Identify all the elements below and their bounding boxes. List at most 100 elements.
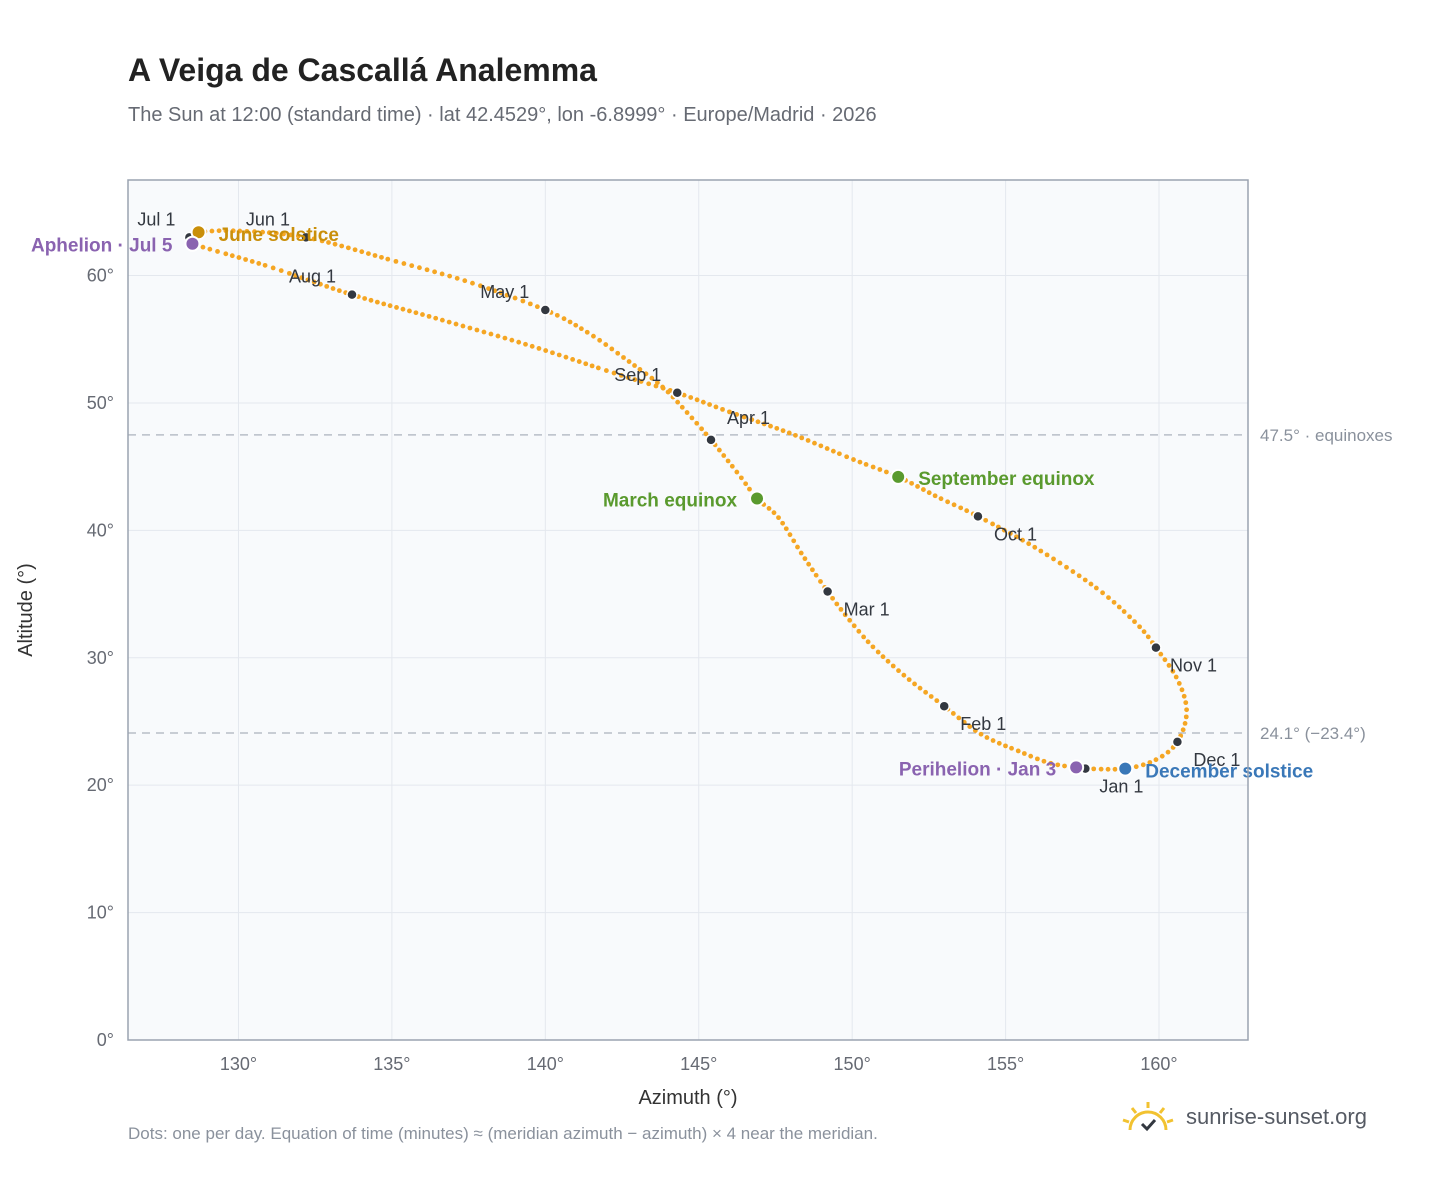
month-marker	[346, 288, 358, 301]
day-dot	[951, 502, 957, 508]
month-label: Nov 1	[1170, 656, 1217, 676]
day-dot	[223, 251, 229, 257]
day-dot	[990, 738, 996, 743]
day-dot	[725, 458, 731, 464]
day-dot	[983, 517, 989, 523]
day-dot	[529, 343, 535, 349]
day-dot	[836, 451, 842, 457]
month-marker	[972, 510, 984, 523]
day-dot	[207, 246, 213, 252]
day-dot	[324, 283, 330, 289]
solstice_december-label: December solstice	[1145, 762, 1313, 783]
solstice_june-label: June solstice	[219, 225, 339, 246]
day-dot	[244, 228, 250, 234]
day-dot	[567, 319, 573, 325]
day-dot	[932, 493, 938, 499]
day-dot	[646, 381, 652, 387]
plot-background	[128, 180, 1248, 1040]
day-dot	[1064, 564, 1069, 570]
day-dot	[474, 327, 480, 333]
day-dot	[793, 432, 798, 438]
day-dot	[576, 359, 582, 364]
day-dot	[961, 719, 967, 725]
day-dot	[1180, 727, 1186, 733]
day-dot	[597, 337, 603, 343]
equinox-marker	[890, 468, 907, 485]
day-dot	[1111, 599, 1117, 605]
event-markers: June solstice December solstice March equi…	[31, 224, 1313, 783]
day-dot	[870, 644, 876, 650]
day-dot	[330, 286, 336, 291]
brand[interactable]: sunrise-sunset.org	[1120, 1100, 1367, 1134]
day-dot	[583, 361, 589, 367]
day-dot	[332, 241, 338, 247]
day-dot	[584, 329, 590, 335]
y-tick-label: 10°	[87, 903, 114, 923]
day-dot	[768, 423, 773, 429]
solstice_december-marker	[1117, 760, 1134, 777]
day-dot	[812, 440, 817, 446]
day-dot	[543, 348, 549, 353]
day-dot	[1170, 668, 1176, 674]
day-dot	[934, 698, 940, 704]
day-dot	[738, 475, 744, 481]
day-dot	[802, 556, 808, 562]
day-dot	[972, 728, 978, 733]
day-dot	[447, 273, 453, 279]
day-dot	[771, 510, 777, 516]
day-dot	[426, 313, 432, 319]
day-dot	[734, 412, 740, 417]
day-dot	[857, 459, 863, 465]
chart-title: A Veiga de Cascallá Analemma	[128, 52, 597, 88]
day-dot	[573, 322, 579, 328]
day-dot	[424, 267, 430, 273]
day-dot	[230, 228, 236, 234]
day-dot	[856, 628, 862, 634]
day-dot	[956, 715, 962, 721]
day-dot	[747, 486, 752, 492]
day-dot	[1183, 700, 1189, 706]
day-dot	[851, 623, 857, 629]
day-dot	[749, 417, 755, 423]
day-dot	[260, 229, 265, 235]
day-dot	[783, 526, 789, 532]
day-dot	[407, 308, 412, 314]
day-dot	[1121, 609, 1127, 614]
month-label: Apr 1	[727, 408, 770, 428]
day-dot	[684, 410, 690, 415]
day-dot	[703, 431, 709, 437]
day-dot	[1159, 753, 1165, 759]
day-dot	[1038, 548, 1044, 554]
month-marker	[539, 304, 552, 316]
day-dot	[420, 312, 425, 317]
y-tick-label: 0°	[97, 1030, 114, 1050]
day-dot	[326, 240, 331, 245]
day-dot	[776, 515, 781, 521]
day-dot	[556, 352, 562, 358]
day-dot	[1100, 590, 1105, 596]
day-dot	[713, 404, 719, 410]
day-dot	[362, 296, 368, 301]
x-tick-label: 140°	[527, 1054, 564, 1074]
day-dot	[741, 414, 747, 420]
day-dot	[786, 430, 792, 436]
day-dot	[995, 524, 1001, 530]
day-dot	[743, 481, 749, 487]
day-dot	[806, 561, 812, 567]
day-dot	[1021, 751, 1027, 756]
month-label: Dec 1	[1193, 750, 1240, 770]
apsis-marker	[1068, 759, 1085, 776]
month-label: Oct 1	[994, 524, 1037, 544]
day-dot	[755, 419, 761, 425]
day-dot	[433, 315, 439, 321]
month-marker	[705, 434, 717, 446]
day-dot	[795, 544, 800, 550]
day-dot	[1112, 766, 1118, 772]
month-label: Jan 1	[1099, 777, 1143, 797]
day-dot	[883, 469, 889, 475]
day-dot	[504, 292, 510, 298]
day-dot	[603, 368, 609, 373]
day-dot	[609, 346, 615, 352]
day-dot	[374, 299, 380, 305]
day-dot	[1088, 581, 1094, 587]
